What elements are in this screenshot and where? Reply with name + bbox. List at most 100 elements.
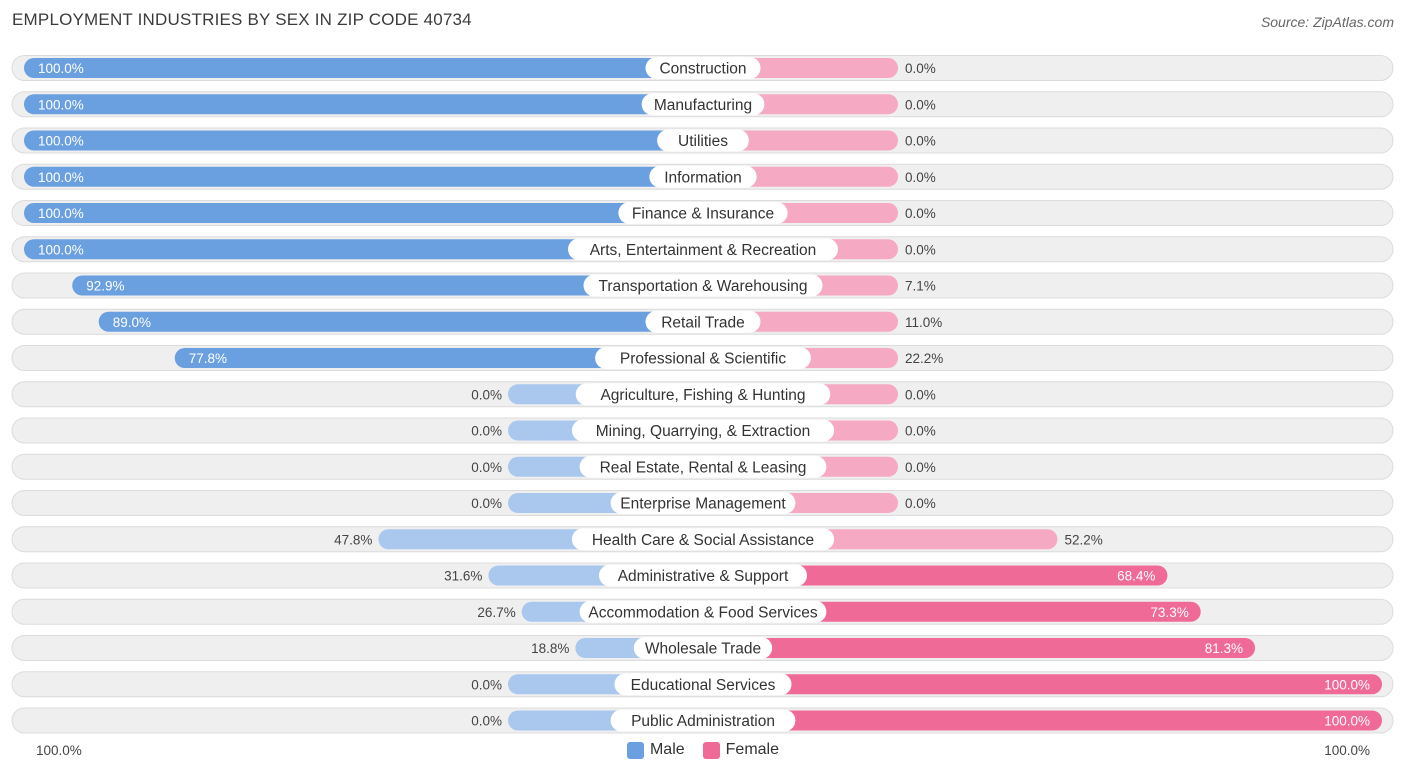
bar-row: 89.0% 11.0% Retail Trade xyxy=(11,308,1394,335)
category-pill xyxy=(571,528,835,551)
category-pill xyxy=(599,564,807,587)
bar-male xyxy=(24,203,703,223)
value-label-male: 100.0% xyxy=(38,61,84,76)
value-label-male: 100.0% xyxy=(38,97,84,112)
category-label: Agriculture, Fishing & Hunting xyxy=(600,387,805,404)
category-pill xyxy=(595,347,811,369)
value-label-female: 0.0% xyxy=(905,387,936,402)
category-label: Public Administration xyxy=(631,713,775,730)
category-pill xyxy=(610,709,796,732)
category-label: Arts, Entertainment & Recreation xyxy=(590,242,817,259)
chart-title: EMPLOYMENT INDUSTRIES BY SEX IN ZIP CODE… xyxy=(12,10,472,29)
category-label: Accommodation & Food Services xyxy=(588,604,817,621)
category-label: Retail Trade xyxy=(661,314,745,331)
bar-row: 100.0% 0.0% Construction xyxy=(11,55,1394,81)
category-pill xyxy=(614,673,792,696)
value-label-male: 100.0% xyxy=(38,206,84,221)
category-pill xyxy=(583,274,823,297)
axis-left-label: 100.0% xyxy=(36,743,82,758)
category-pill xyxy=(610,492,796,514)
value-label-female: 0.0% xyxy=(905,424,936,439)
bar-female xyxy=(703,638,1256,658)
category-pill xyxy=(633,637,773,659)
bar-male xyxy=(72,275,704,296)
category-label: Information xyxy=(664,169,742,186)
bar-row: 0.0% 0.0% Mining, Quarrying, & Extraction xyxy=(11,417,1394,444)
value-label-female: 7.1% xyxy=(905,279,936,294)
category-pill xyxy=(571,419,835,442)
category-pill xyxy=(579,600,827,623)
bar-male xyxy=(98,311,703,332)
bar-female xyxy=(703,710,1382,731)
value-label-male: 26.7% xyxy=(477,605,515,620)
value-label-male: 92.9% xyxy=(86,279,124,294)
category-pill xyxy=(649,165,757,188)
bar-female xyxy=(703,601,1201,622)
category-pill xyxy=(645,310,761,333)
bar-male xyxy=(174,348,703,368)
category-pill xyxy=(641,93,765,116)
bar-row: 18.8% 81.3% Wholesale Trade xyxy=(11,635,1394,661)
value-label-male: 0.0% xyxy=(471,387,502,402)
source-label: Source: ZipAtlas.com xyxy=(1260,14,1394,30)
bar-row: 47.8% 52.2% Health Care & Social Assistanc… xyxy=(11,526,1394,553)
bar-female xyxy=(703,565,1168,586)
bar-row: 100.0% 0.0% Manufacturing xyxy=(11,91,1394,118)
bar-row: 100.0% 0.0% Utilities xyxy=(11,127,1394,154)
category-label: Real Estate, Rental & Leasing xyxy=(600,459,807,476)
category-label: Transportation & Warehousing xyxy=(598,278,807,295)
bar-male xyxy=(24,94,703,115)
bar-male xyxy=(24,130,703,151)
value-label-male: 47.8% xyxy=(334,532,372,547)
value-label-male: 0.0% xyxy=(471,460,502,475)
value-label-female: 0.0% xyxy=(905,496,936,511)
category-label: Enterprise Management xyxy=(620,496,786,513)
bar-row: 0.0% 0.0% Real Estate, Rental & Leasing xyxy=(11,453,1394,480)
legend-item-female: Female xyxy=(702,741,780,759)
value-label-female: 0.0% xyxy=(905,61,936,76)
category-pill xyxy=(618,202,788,224)
legend-label-male: Male xyxy=(649,741,685,758)
value-label-male: 0.0% xyxy=(471,714,502,729)
value-label-female: 11.0% xyxy=(905,315,942,330)
legend-label-female: Female xyxy=(725,741,780,758)
category-label: Construction xyxy=(659,61,746,78)
category-label: Manufacturing xyxy=(654,97,752,114)
category-pill xyxy=(579,455,827,478)
value-label-female: 0.0% xyxy=(905,97,936,112)
bar-male xyxy=(24,166,703,187)
category-pill xyxy=(575,383,831,406)
value-label-female: 0.0% xyxy=(905,170,936,185)
bar-row: 0.0% 100.0% Public Administration xyxy=(11,707,1394,734)
bar-row: 0.0% 0.0% Agriculture, Fishing & Hunting xyxy=(11,381,1394,408)
value-label-male: 18.8% xyxy=(531,641,569,656)
value-label-female: 0.0% xyxy=(905,460,936,475)
value-label-female: 68.4% xyxy=(1117,569,1155,584)
category-pill xyxy=(568,238,838,261)
category-label: Wholesale Trade xyxy=(645,641,761,658)
axis-right-label: 100.0% xyxy=(1324,743,1370,758)
bar-row: 0.0% 0.0% Enterprise Management xyxy=(11,490,1394,516)
value-label-female: 22.2% xyxy=(905,351,943,366)
bar-male xyxy=(24,58,703,78)
legend-swatch-male xyxy=(626,741,644,759)
value-label-female: 0.0% xyxy=(905,242,936,257)
category-label: Educational Services xyxy=(631,677,776,694)
value-label-male: 100.0% xyxy=(38,242,84,257)
bar-row: 0.0% 100.0% Educational Services xyxy=(11,671,1394,698)
bar-row: 31.6% 68.4% Administrative & Support xyxy=(11,562,1394,589)
value-label-female: 100.0% xyxy=(1324,677,1370,692)
bar-female xyxy=(703,674,1382,695)
value-label-male: 77.8% xyxy=(189,351,227,366)
category-pill xyxy=(657,129,749,152)
value-label-female: 0.0% xyxy=(905,134,936,149)
category-label: Professional & Scientific xyxy=(620,351,787,368)
bar-row: 100.0% 0.0% Finance & Insurance xyxy=(11,200,1394,226)
legend: Male Female xyxy=(0,741,1406,759)
category-label: Health Care & Social Assistance xyxy=(592,532,814,549)
category-label: Utilities xyxy=(678,133,728,150)
category-label: Administrative & Support xyxy=(618,568,789,585)
bar-row: 100.0% 0.0% Information xyxy=(11,163,1394,190)
value-label-male: 31.6% xyxy=(444,569,482,584)
